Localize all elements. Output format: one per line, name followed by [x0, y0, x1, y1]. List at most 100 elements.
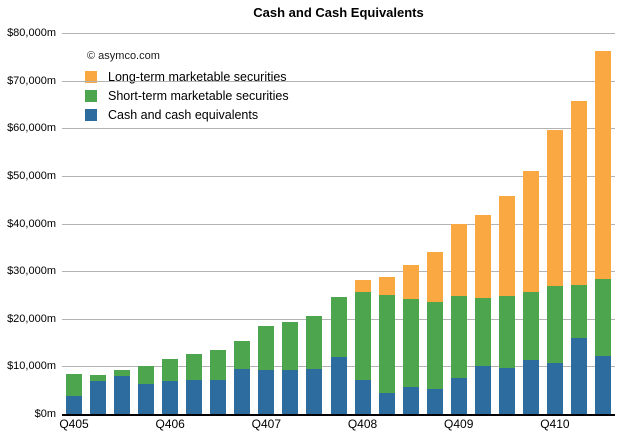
- bar-group-q308: [330, 33, 347, 414]
- bar-group-q209: [402, 33, 419, 414]
- bar-segment-short-term: [138, 365, 155, 384]
- bar-group-q109: [378, 33, 395, 414]
- bar-segment-short-term: [474, 298, 491, 367]
- bar-segment-short-term: [210, 349, 227, 381]
- bar-segment-short-term: [66, 373, 83, 397]
- bar-group-q307: [234, 33, 251, 414]
- bar-group-q310: [522, 33, 539, 414]
- bar-segment-short-term: [114, 370, 131, 376]
- gridline: [62, 128, 615, 130]
- bar-segment-long-term: [354, 280, 371, 292]
- y-axis-label: $70,000m: [7, 74, 56, 87]
- bar-segment-short-term: [162, 358, 179, 382]
- bar-segment-short-term: [354, 291, 371, 380]
- bar-group-q207: [210, 33, 227, 414]
- x-axis-label: Q410: [540, 417, 570, 431]
- legend-item-cash: Cash and cash equivalents: [85, 105, 289, 124]
- bar-segment-long-term: [426, 252, 443, 303]
- bar-segment-cash: [378, 392, 395, 414]
- legend-swatch-long-term-icon: [85, 70, 97, 83]
- x-axis-label: Q406: [155, 417, 185, 431]
- bar-segment-cash: [66, 396, 83, 414]
- legend-label-cash: Cash and cash equivalents: [108, 107, 259, 122]
- bar-segment-cash: [570, 337, 587, 414]
- bar-segment-cash: [162, 381, 179, 414]
- bar-segment-cash: [234, 369, 251, 414]
- y-axis-label: $0m: [34, 408, 56, 420]
- bar-segment-cash: [594, 356, 611, 414]
- x-axis-label: Q409: [444, 417, 474, 431]
- bar-group-q408: [354, 33, 371, 414]
- x-axis-label: Q408: [347, 417, 378, 431]
- bar-group-q409: [450, 33, 467, 414]
- bar-segment-cash: [402, 387, 419, 414]
- bar-group-q306: [138, 33, 155, 414]
- bar-segment-short-term: [522, 292, 539, 361]
- bar-segment-cash: [90, 380, 107, 414]
- bar-segment-short-term: [306, 315, 323, 370]
- bar-segment-long-term: [402, 264, 419, 299]
- bar-segment-cash: [498, 367, 515, 414]
- bar-segment-long-term: [450, 224, 467, 296]
- bar-group-q410: [546, 33, 563, 414]
- y-axis-label: $80,000m: [7, 27, 56, 39]
- bar-segment-cash: [138, 383, 155, 414]
- bar-segment-long-term: [570, 100, 587, 286]
- bar-group-q210: [498, 33, 515, 414]
- y-axis-label: $20,000m: [7, 312, 56, 325]
- plot-area: [62, 33, 615, 416]
- y-axis-label: $60,000m: [7, 122, 56, 135]
- bar-group-q211: [594, 33, 611, 414]
- bar-segment-short-term: [450, 295, 467, 378]
- bar-group-q106: [90, 33, 107, 414]
- bar-segment-cash: [522, 360, 539, 414]
- bar-segment-cash: [186, 380, 203, 414]
- bar-segment-short-term: [282, 321, 299, 371]
- bar-segment-short-term: [594, 278, 611, 357]
- bar-segment-cash: [210, 380, 227, 414]
- chart-title: Cash and Cash Equivalents: [253, 5, 424, 20]
- bar-segment-short-term: [378, 294, 395, 393]
- bar-group-q405: [66, 33, 83, 414]
- bar-segment-long-term: [474, 215, 491, 299]
- bar-group-q111: [570, 33, 587, 414]
- legend-swatch-short-term-icon: [85, 89, 97, 102]
- gridline: [62, 80, 615, 82]
- bar-segment-cash: [114, 375, 131, 414]
- bar-segment-short-term: [234, 340, 251, 370]
- y-axis-label: $50,000m: [7, 169, 56, 182]
- bar-group-q110: [474, 33, 491, 414]
- y-axis-label: $10,000m: [7, 360, 56, 373]
- bar-segment-long-term: [594, 51, 611, 279]
- bar-segment-cash: [450, 377, 467, 414]
- bar-segment-cash: [282, 370, 299, 414]
- bar-segment-cash: [426, 388, 443, 414]
- bar-segment-short-term: [90, 374, 107, 381]
- bar-segment-cash: [330, 357, 347, 414]
- bar-group-q208: [306, 33, 323, 414]
- bar-segment-short-term: [258, 326, 275, 371]
- bar-group-q309: [426, 33, 443, 414]
- x-axis-label: Q407: [251, 417, 282, 431]
- bar-segment-short-term: [570, 285, 587, 338]
- bar-segment-short-term: [402, 298, 419, 388]
- legend-item-long-term: Long-term marketable securities: [85, 67, 289, 86]
- bar-segment-cash: [354, 379, 371, 414]
- legend-label-long-term: Long-term marketable securities: [108, 69, 287, 84]
- bar-segment-short-term: [426, 302, 443, 389]
- bar-segment-long-term: [546, 129, 563, 286]
- bar-group-q406: [162, 33, 179, 414]
- gridline: [62, 271, 615, 273]
- bar-segment-cash: [546, 362, 563, 414]
- bar-segment-cash: [258, 370, 275, 414]
- legend-item-short-term: Short-term marketable securities: [85, 86, 289, 105]
- bar-group-q206: [114, 33, 131, 414]
- bar-segment-short-term: [546, 285, 563, 363]
- bar-segment-long-term: [378, 276, 395, 295]
- legend-label-short-term: Short-term marketable securities: [108, 88, 289, 103]
- bar-segment-short-term: [498, 296, 515, 368]
- bar-segment-long-term: [522, 171, 539, 292]
- x-axis-label: Q405: [59, 417, 89, 431]
- gridline: [62, 175, 615, 177]
